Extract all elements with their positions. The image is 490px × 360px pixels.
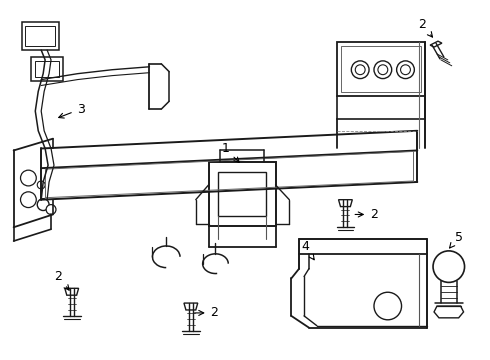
Circle shape bbox=[351, 61, 369, 78]
Text: 4: 4 bbox=[301, 240, 314, 260]
Bar bbox=[341, 46, 421, 93]
Text: 2: 2 bbox=[355, 208, 378, 221]
Bar bbox=[209, 162, 275, 226]
Circle shape bbox=[37, 199, 49, 211]
Bar bbox=[35, 61, 59, 77]
Text: 2: 2 bbox=[54, 270, 69, 290]
Bar bbox=[337, 42, 425, 96]
Circle shape bbox=[374, 61, 392, 78]
Text: 5: 5 bbox=[449, 231, 463, 248]
Bar bbox=[22, 22, 59, 50]
Text: 3: 3 bbox=[59, 103, 84, 118]
Circle shape bbox=[355, 65, 365, 75]
Circle shape bbox=[46, 204, 56, 215]
Text: 2: 2 bbox=[195, 306, 219, 319]
Polygon shape bbox=[434, 306, 464, 318]
Bar bbox=[31, 57, 63, 81]
Circle shape bbox=[400, 65, 411, 75]
Polygon shape bbox=[184, 303, 198, 310]
Text: 1: 1 bbox=[221, 142, 239, 162]
Circle shape bbox=[21, 170, 36, 186]
Circle shape bbox=[21, 192, 36, 208]
Circle shape bbox=[378, 65, 388, 75]
Polygon shape bbox=[65, 288, 78, 295]
Polygon shape bbox=[339, 200, 352, 207]
Circle shape bbox=[396, 61, 415, 78]
Polygon shape bbox=[430, 41, 442, 47]
Bar bbox=[25, 26, 55, 46]
Circle shape bbox=[37, 181, 45, 189]
Circle shape bbox=[433, 251, 465, 282]
Bar bbox=[219, 172, 266, 216]
Circle shape bbox=[374, 292, 401, 320]
Text: 2: 2 bbox=[418, 18, 433, 37]
